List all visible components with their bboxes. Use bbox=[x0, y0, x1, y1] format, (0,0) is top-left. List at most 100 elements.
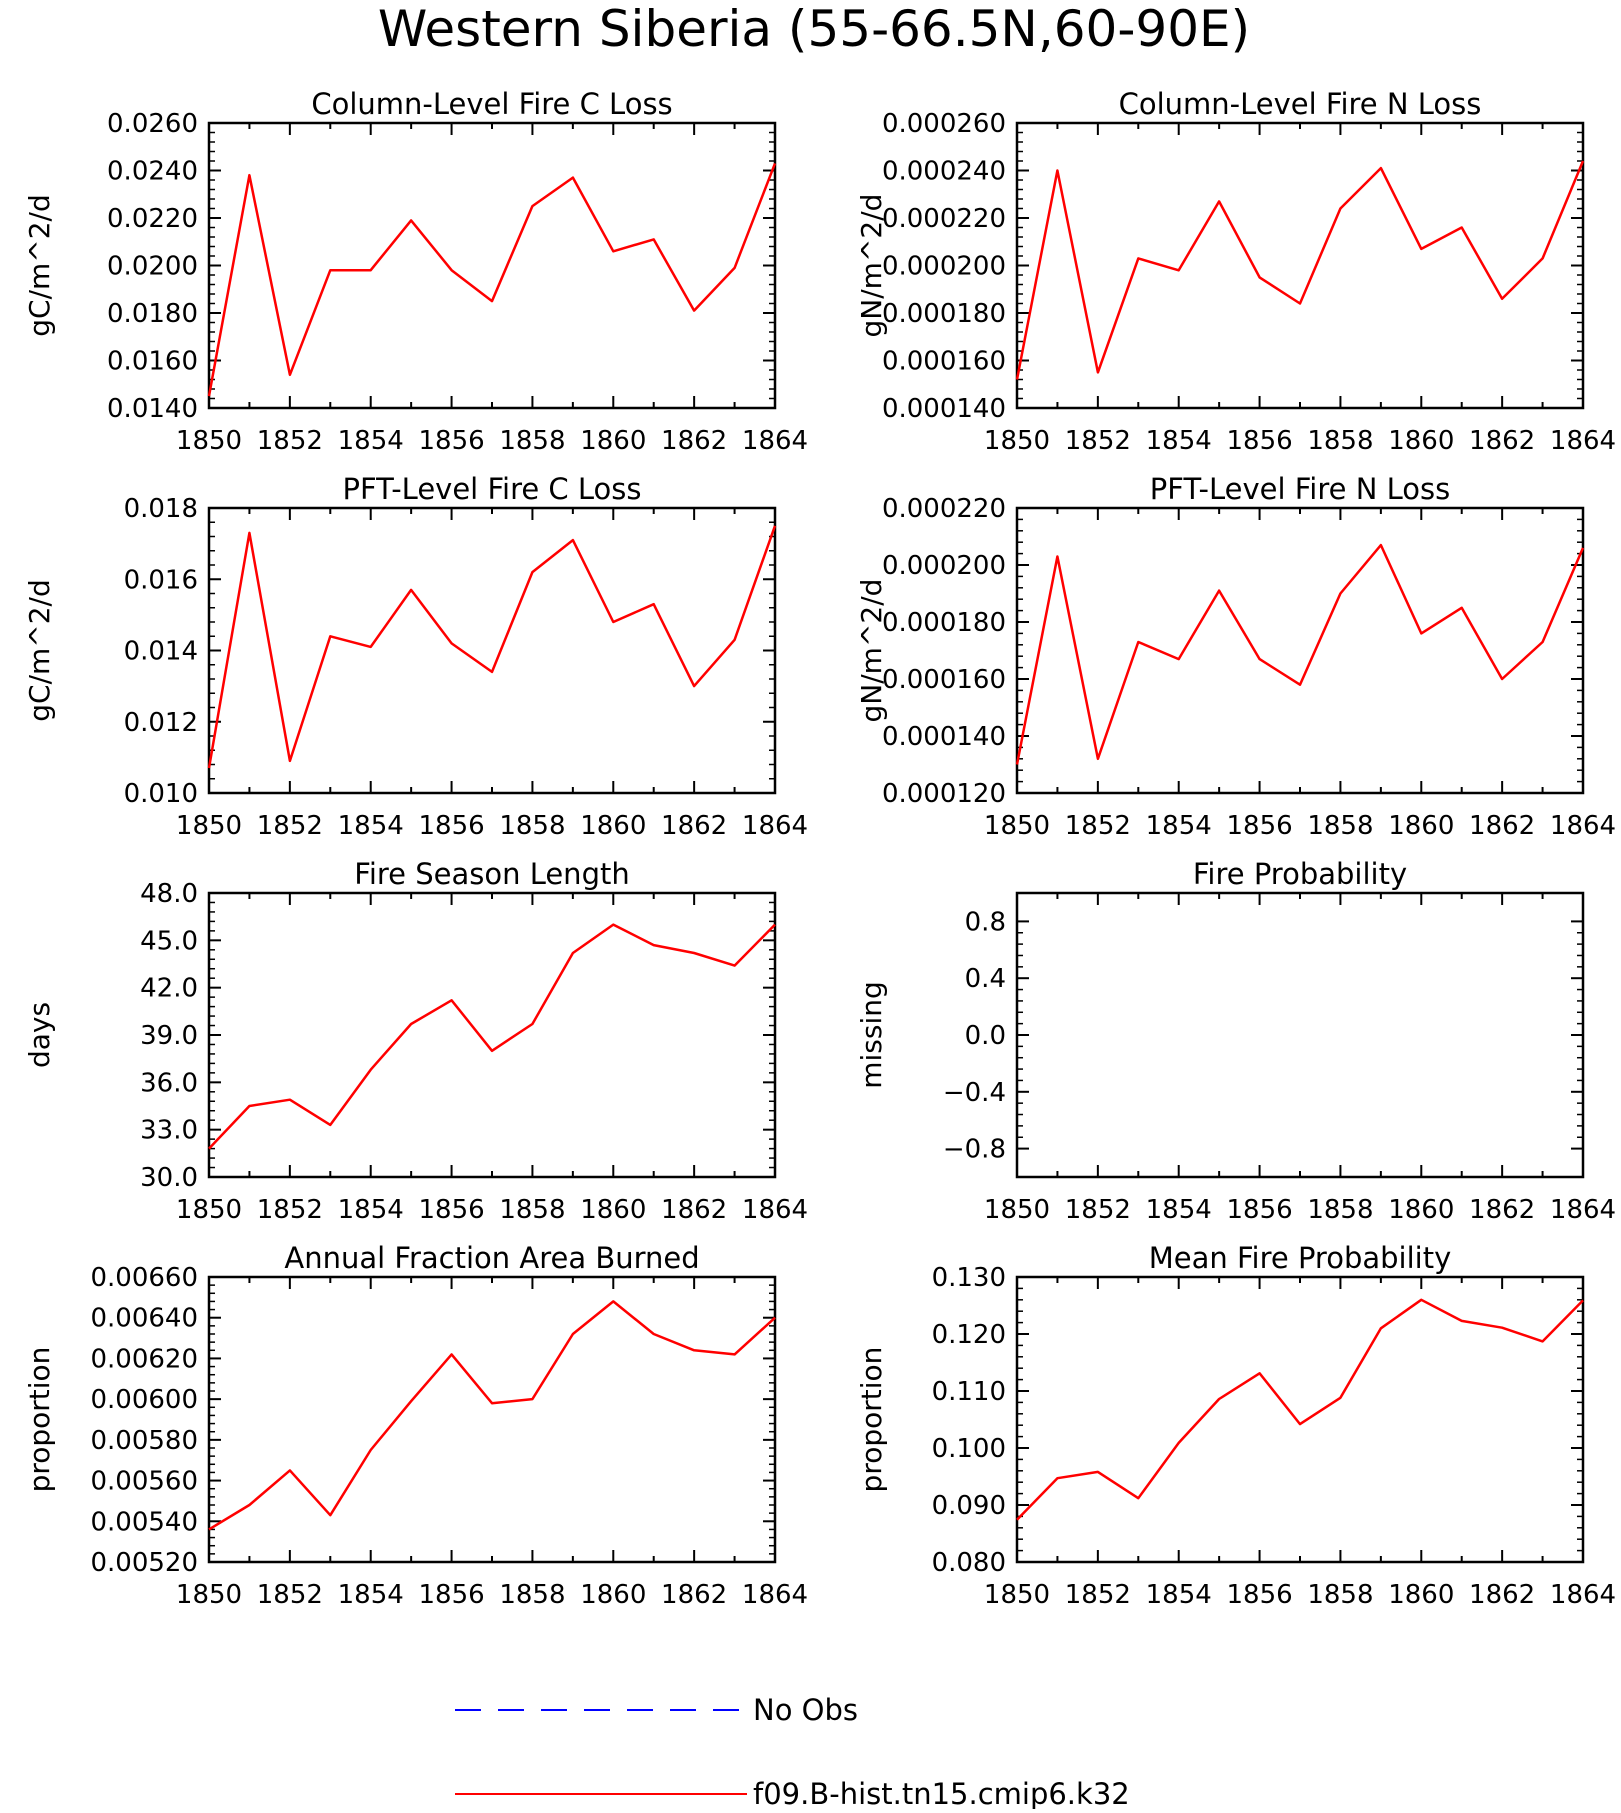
x-tick-label: 1854 bbox=[338, 1195, 404, 1225]
y-tick-label: 48.0 bbox=[140, 879, 198, 909]
y-tick-label: 42.0 bbox=[140, 974, 198, 1004]
figure: Western Siberia (55-66.5N,60-90E) Column… bbox=[0, 0, 1621, 1809]
y-tick-label: 30.0 bbox=[140, 1163, 198, 1193]
x-tick-label: 1850 bbox=[984, 426, 1050, 456]
panel-title: Column-Level Fire N Loss bbox=[1119, 87, 1482, 121]
y-tick-label: 0.00540 bbox=[90, 1507, 198, 1537]
y-tick-label: 0.080 bbox=[932, 1548, 1006, 1578]
panels: Column-Level Fire C Loss 1850 1852 1854 1856… bbox=[23, 87, 1616, 1610]
legend: No Obs f09.B-hist.tn15.cmip6.k32 bbox=[455, 1693, 1130, 1809]
x-tick-label: 1856 bbox=[418, 811, 484, 841]
x-tick-label: 1856 bbox=[418, 1195, 484, 1225]
y-tick-label: 0.00560 bbox=[90, 1467, 198, 1497]
y-axis-label: gC/m^2/d bbox=[23, 579, 56, 722]
x-tick-label: 1850 bbox=[176, 811, 242, 841]
x-tick-label: 1852 bbox=[257, 426, 323, 456]
y-tick-label: 0.0220 bbox=[107, 204, 198, 234]
series-line bbox=[1017, 1300, 1583, 1520]
x-tick-label: 1852 bbox=[257, 1195, 323, 1225]
x-tick-label: 1852 bbox=[1065, 1195, 1131, 1225]
y-tick-label: 0.000160 bbox=[882, 665, 1006, 695]
y-tick-label: 0.0160 bbox=[107, 347, 198, 377]
y-tick-label: 0.000240 bbox=[882, 157, 1006, 187]
x-tick-label: 1850 bbox=[984, 811, 1050, 841]
x-tick-label: 1862 bbox=[661, 811, 727, 841]
x-tick-label: 1850 bbox=[176, 426, 242, 456]
y-tick-label: −0.8 bbox=[943, 1135, 1006, 1165]
plot-frame bbox=[1017, 893, 1583, 1177]
x-tick-label: 1854 bbox=[338, 426, 404, 456]
y-tick-label: 0.014 bbox=[124, 637, 198, 667]
panel-7: Annual Fraction Area Burned 1850 1852 1854 1… bbox=[23, 1241, 808, 1610]
x-tick-label: 1862 bbox=[1469, 1195, 1535, 1225]
y-tick-label: 33.0 bbox=[140, 1116, 198, 1146]
x-tick-label: 1852 bbox=[257, 811, 323, 841]
y-tick-label: 0.000220 bbox=[882, 204, 1006, 234]
x-tick-label: 1858 bbox=[499, 1580, 565, 1610]
y-axis-label: gN/m^2/d bbox=[855, 194, 888, 338]
x-tick-label: 1860 bbox=[580, 1580, 646, 1610]
x-tick-label: 1860 bbox=[1388, 811, 1454, 841]
y-tick-label: 0.090 bbox=[932, 1491, 1006, 1521]
x-tick-label: 1862 bbox=[661, 1580, 727, 1610]
y-tick-label: 0.0140 bbox=[107, 394, 198, 424]
legend-label-model: f09.B-hist.tn15.cmip6.k32 bbox=[753, 1777, 1130, 1809]
plot-frame bbox=[209, 1277, 775, 1562]
x-tick-label: 1850 bbox=[176, 1580, 242, 1610]
y-tick-label: 0.000220 bbox=[882, 494, 1006, 524]
x-tick-label: 1850 bbox=[984, 1580, 1050, 1610]
y-tick-label: 0.4 bbox=[965, 964, 1006, 994]
y-tick-label: 0.0240 bbox=[107, 157, 198, 187]
x-tick-label: 1854 bbox=[1146, 1195, 1212, 1225]
x-tick-label: 1852 bbox=[257, 1580, 323, 1610]
x-tick-label: 1858 bbox=[499, 1195, 565, 1225]
y-axis-label: days bbox=[23, 1002, 56, 1068]
y-axis-label: proportion bbox=[23, 1347, 56, 1493]
y-tick-label: 0.0200 bbox=[107, 252, 198, 282]
x-tick-label: 1856 bbox=[418, 1580, 484, 1610]
panel-2: Column-Level Fire N Loss 1850 1852 1854 1856… bbox=[855, 87, 1616, 456]
panel-6: Fire Probability 1850 1852 1854 1856 1858 1860… bbox=[855, 857, 1616, 1225]
x-tick-label: 1862 bbox=[1469, 426, 1535, 456]
x-tick-label: 1860 bbox=[580, 811, 646, 841]
y-tick-label: 0.000140 bbox=[882, 394, 1006, 424]
x-tick-label: 1864 bbox=[742, 1580, 808, 1610]
y-tick-label: 0.012 bbox=[124, 708, 198, 738]
y-tick-label: 0.000260 bbox=[882, 109, 1006, 139]
x-tick-label: 1864 bbox=[742, 426, 808, 456]
y-tick-label: 0.100 bbox=[932, 1434, 1006, 1464]
x-tick-label: 1858 bbox=[499, 811, 565, 841]
x-tick-label: 1856 bbox=[1226, 1195, 1292, 1225]
x-tick-label: 1862 bbox=[1469, 811, 1535, 841]
figure-canvas: Western Siberia (55-66.5N,60-90E) Column… bbox=[0, 0, 1621, 1809]
x-tick-label: 1854 bbox=[1146, 811, 1212, 841]
panel-title: Column-Level Fire C Loss bbox=[311, 87, 672, 121]
x-tick-label: 1864 bbox=[1550, 811, 1616, 841]
y-tick-label: 0.010 bbox=[124, 779, 198, 809]
y-tick-label: 0.016 bbox=[124, 565, 198, 595]
x-tick-label: 1860 bbox=[1388, 426, 1454, 456]
x-tick-label: 1864 bbox=[742, 811, 808, 841]
x-tick-label: 1860 bbox=[580, 1195, 646, 1225]
x-tick-label: 1860 bbox=[1388, 1195, 1454, 1225]
panel-title: PFT-Level Fire C Loss bbox=[343, 472, 642, 506]
y-axis-label: proportion bbox=[855, 1347, 888, 1493]
y-tick-label: 0.000180 bbox=[882, 299, 1006, 329]
plot-frame bbox=[1017, 123, 1583, 408]
y-tick-label: 36.0 bbox=[140, 1068, 198, 1098]
y-tick-label: 39.0 bbox=[140, 1021, 198, 1051]
y-tick-label: 0.00580 bbox=[90, 1426, 198, 1456]
series-line bbox=[209, 1301, 775, 1529]
x-tick-label: 1858 bbox=[1307, 426, 1373, 456]
y-tick-label: 0.130 bbox=[932, 1263, 1006, 1293]
series-line bbox=[1017, 161, 1583, 380]
x-tick-label: 1860 bbox=[1388, 1580, 1454, 1610]
x-tick-label: 1858 bbox=[499, 426, 565, 456]
panel-title: Annual Fraction Area Burned bbox=[284, 1241, 699, 1275]
x-tick-label: 1852 bbox=[1065, 426, 1131, 456]
panel-3: PFT-Level Fire C Loss 1850 1852 1854 1856 185… bbox=[23, 472, 808, 841]
y-tick-label: 45.0 bbox=[140, 926, 198, 956]
x-tick-label: 1852 bbox=[1065, 811, 1131, 841]
series-line bbox=[209, 925, 775, 1149]
x-tick-label: 1858 bbox=[1307, 1195, 1373, 1225]
